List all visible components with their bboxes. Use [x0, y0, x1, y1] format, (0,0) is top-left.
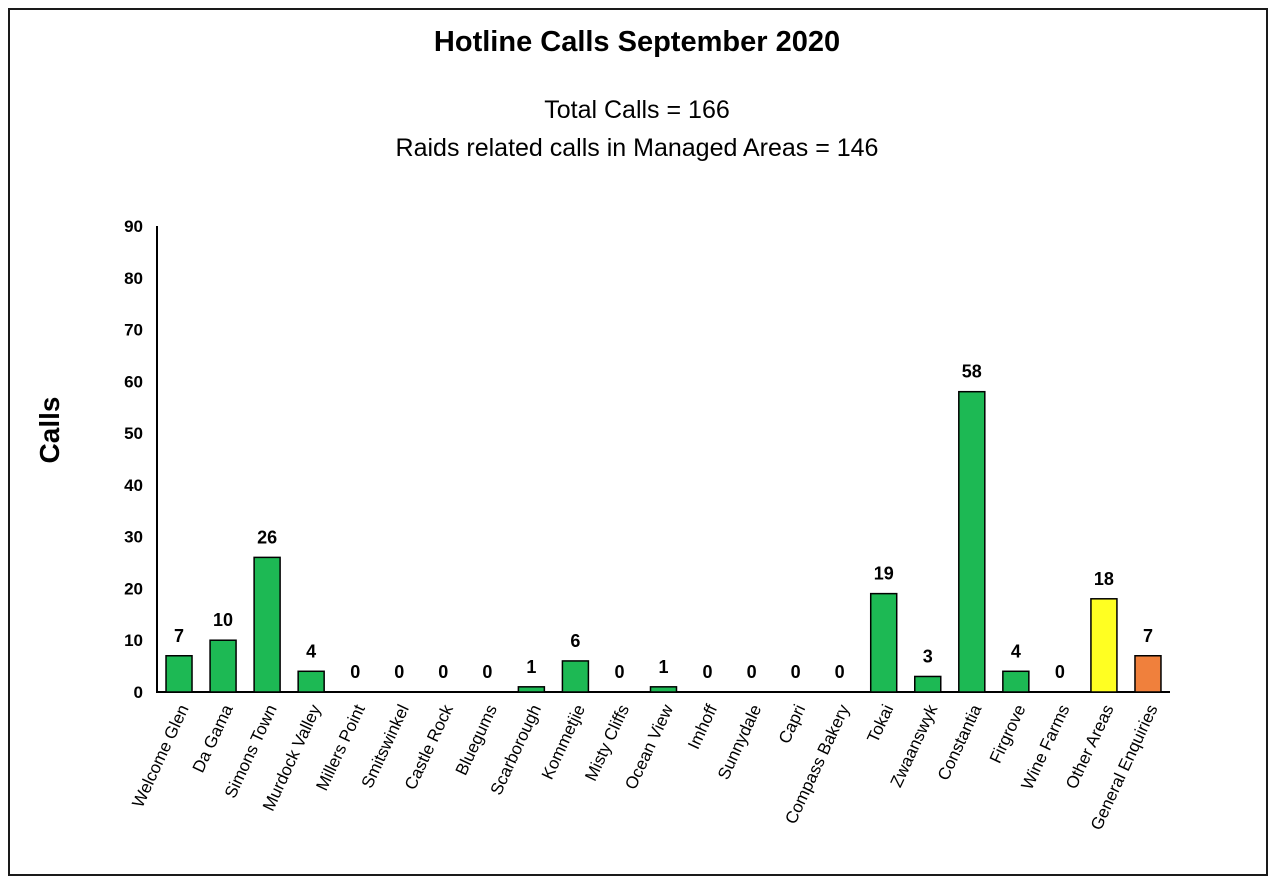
x-category-label: Tokai: [863, 702, 897, 746]
x-category-label: Constantia: [934, 701, 986, 783]
bar-value-label: 7: [1143, 626, 1153, 646]
x-category-label: Bluegums: [452, 702, 501, 779]
y-tick-label: 20: [124, 579, 143, 598]
bar-value-label: 0: [394, 662, 404, 682]
bar-zwaanswyk: [914, 675, 942, 693]
y-tick-label: 0: [134, 683, 143, 702]
bar-value-label: 0: [438, 662, 448, 682]
y-tick-label: 30: [124, 528, 143, 547]
y-tick-label: 70: [124, 321, 143, 340]
x-category-label: Kommetjie: [538, 702, 589, 783]
chart-subtitle-raids: Raids related calls in Managed Areas = 1…: [395, 134, 879, 162]
bar-value-label: 7: [174, 626, 184, 646]
y-tick-label: 80: [124, 269, 143, 288]
bar-firgrove: [1002, 670, 1030, 693]
bar-value-label: 0: [482, 662, 492, 682]
bar-value-label: 3: [923, 646, 933, 666]
bar-value-label: 0: [703, 662, 713, 682]
bar-welcome-glen: [165, 655, 193, 693]
bar-kommetjie: [561, 660, 590, 693]
y-tick-label: 50: [124, 424, 143, 443]
x-category-label: Misty Cliffs: [581, 702, 633, 784]
bar-value-label: 1: [658, 657, 668, 677]
bar-value-label: 4: [306, 641, 316, 661]
bar-simons-town: [253, 556, 281, 693]
y-tick-label: 90: [124, 217, 143, 236]
bar-value-label: 0: [835, 662, 845, 682]
bar-scarborough: [517, 686, 546, 693]
bar-value-label: 18: [1094, 569, 1114, 589]
bar-da-gama: [209, 639, 237, 693]
x-category-label: Firgrove: [986, 702, 1030, 767]
y-tick-label: 10: [124, 631, 143, 650]
x-category-label: Da Gama: [189, 701, 237, 775]
x-category-label: Welcome Glen: [128, 702, 192, 811]
bar-value-label: 58: [962, 362, 982, 382]
y-tick-label: 60: [124, 372, 143, 391]
x-category-label: Sunnydale: [714, 702, 765, 783]
y-tick-label: 40: [124, 476, 143, 495]
bar-value-label: 0: [1055, 662, 1065, 682]
bar-value-label: 1: [526, 657, 536, 677]
chart-title: Hotline Calls September 2020: [433, 26, 841, 58]
bar-value-label: 26: [257, 527, 277, 547]
bar-value-label: 4: [1011, 641, 1021, 661]
chart-frame: [8, 8, 1268, 876]
bar-value-label: 0: [791, 662, 801, 682]
bar-value-label: 0: [747, 662, 757, 682]
bar-ocean-view: [649, 686, 678, 693]
bar-value-label: 6: [570, 631, 580, 651]
bar-value-label: 0: [614, 662, 624, 682]
x-category-label: Capri: [775, 702, 809, 747]
bar-murdock-valley: [297, 670, 325, 693]
bar-constantia: [958, 390, 986, 693]
bar-other-areas: [1090, 598, 1118, 693]
bar-value-label: 10: [213, 610, 233, 630]
bar-value-label: 19: [874, 564, 894, 584]
chart-subtitle-total: Total Calls = 166: [544, 96, 730, 124]
bar-general-enquiries: [1134, 655, 1162, 693]
bar-tokai: [869, 592, 898, 693]
bar-value-label: 0: [350, 662, 360, 682]
x-category-label: Imhoff: [684, 701, 721, 752]
